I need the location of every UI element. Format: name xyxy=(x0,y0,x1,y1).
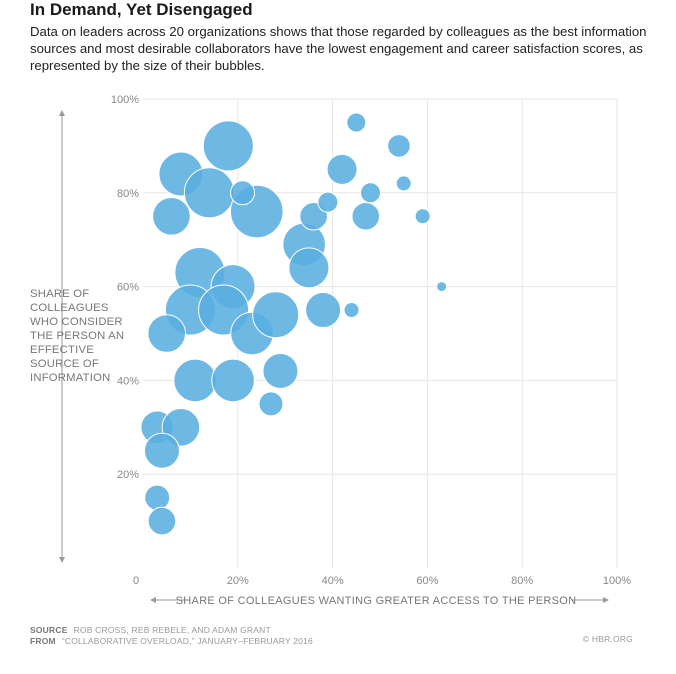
bubble xyxy=(202,120,254,172)
bubble xyxy=(360,182,382,204)
bubble xyxy=(152,196,191,236)
bubble xyxy=(414,208,431,225)
footer-from: FROM “COLLABORATIVE OVERLOAD,” JANUARY–FE… xyxy=(30,636,313,646)
credit: © HBR.ORG xyxy=(582,634,633,644)
bubble xyxy=(326,153,358,185)
y-tick-label: 60% xyxy=(117,282,139,294)
y-tick-label: 100% xyxy=(111,94,139,106)
bubble xyxy=(211,358,255,403)
bubble xyxy=(143,432,180,469)
bubble xyxy=(436,281,448,293)
bubble xyxy=(288,247,330,289)
x-tick-label: 80% xyxy=(511,575,533,587)
from-label: FROM xyxy=(30,636,56,646)
bubble xyxy=(183,167,235,219)
source-text: ROB CROSS, REB REBELE, AND ADAM GRANT xyxy=(73,625,271,635)
bubble xyxy=(343,302,360,319)
bubble xyxy=(147,314,186,353)
x-tick-label: 40% xyxy=(322,575,344,587)
bubble xyxy=(262,353,299,390)
x-tick-label: 100% xyxy=(603,575,631,587)
bubble xyxy=(258,391,284,417)
y-arrow-head-up xyxy=(59,110,65,116)
x-tick-label: 0 xyxy=(133,575,139,587)
bubble xyxy=(230,180,256,206)
bubble xyxy=(144,484,171,511)
tick-labels: 0 20% 40% 60% 80% 100% 20% 40% 60% 80% 100% xyxy=(111,94,631,587)
footer-source: SOURCE ROB CROSS, REB REBELE, AND ADAM GR… xyxy=(30,625,271,635)
source-label: SOURCE xyxy=(30,625,68,635)
bubble xyxy=(252,291,300,339)
y-tick-label: 80% xyxy=(117,188,139,200)
y-tick-label: 40% xyxy=(117,375,139,387)
x-arrow-head-left xyxy=(150,597,156,603)
bubble xyxy=(317,191,339,213)
axis-arrows xyxy=(59,110,609,603)
y-arrow-head-down xyxy=(59,557,65,563)
bubble xyxy=(346,112,367,133)
bubble xyxy=(305,292,342,329)
x-tick-label: 60% xyxy=(416,575,438,587)
bubbles xyxy=(140,112,448,536)
y-axis-label: SHARE OF COLLEAGUES WHO CONSIDER THE PER… xyxy=(30,288,125,384)
bubble xyxy=(173,358,217,403)
chart-title: In Demand, Yet Disengaged xyxy=(30,0,253,19)
chart-subtitle: Data on leaders across 20 organizations … xyxy=(30,24,647,73)
bubble xyxy=(147,506,177,536)
bubble xyxy=(351,201,381,231)
bubble xyxy=(395,175,412,192)
x-axis-label: SHARE OF COLLEAGUES WANTING GREATER ACCE… xyxy=(176,595,577,607)
bubble xyxy=(387,134,411,158)
y-tick-label: 20% xyxy=(117,469,139,481)
from-text: “COLLABORATIVE OVERLOAD,” JANUARY–FEBRUA… xyxy=(61,636,313,646)
x-arrow-head-right xyxy=(603,597,609,603)
x-tick-label: 20% xyxy=(227,575,249,587)
